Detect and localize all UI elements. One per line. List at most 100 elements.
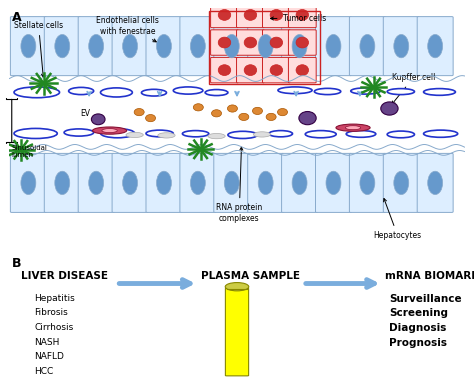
FancyBboxPatch shape bbox=[237, 2, 264, 27]
Ellipse shape bbox=[269, 130, 292, 137]
Ellipse shape bbox=[296, 37, 309, 48]
Text: HCC: HCC bbox=[35, 367, 54, 376]
FancyBboxPatch shape bbox=[210, 2, 238, 27]
Ellipse shape bbox=[360, 34, 375, 58]
Ellipse shape bbox=[387, 89, 414, 94]
Ellipse shape bbox=[134, 108, 144, 116]
Text: Cirrhosis: Cirrhosis bbox=[35, 323, 74, 332]
Text: Stellate cells: Stellate cells bbox=[14, 21, 63, 77]
Ellipse shape bbox=[228, 131, 257, 139]
Ellipse shape bbox=[296, 65, 309, 75]
Ellipse shape bbox=[277, 108, 288, 116]
FancyBboxPatch shape bbox=[10, 153, 46, 212]
Ellipse shape bbox=[205, 89, 228, 96]
Ellipse shape bbox=[278, 87, 312, 94]
Ellipse shape bbox=[191, 171, 205, 195]
FancyBboxPatch shape bbox=[288, 57, 316, 83]
Ellipse shape bbox=[141, 89, 166, 96]
Ellipse shape bbox=[55, 34, 70, 58]
FancyBboxPatch shape bbox=[263, 2, 290, 27]
Text: Prognosis: Prognosis bbox=[390, 338, 447, 348]
FancyBboxPatch shape bbox=[10, 17, 46, 75]
Text: RNA protein
complexes: RNA protein complexes bbox=[216, 147, 263, 223]
Ellipse shape bbox=[182, 130, 209, 137]
Ellipse shape bbox=[191, 34, 205, 58]
Text: Endothelial cells
with fenestrae: Endothelial cells with fenestrae bbox=[96, 16, 159, 42]
Ellipse shape bbox=[91, 114, 105, 125]
Ellipse shape bbox=[89, 34, 104, 58]
FancyBboxPatch shape bbox=[146, 17, 182, 75]
Ellipse shape bbox=[89, 171, 104, 195]
Ellipse shape bbox=[173, 87, 203, 94]
Ellipse shape bbox=[69, 87, 94, 94]
Ellipse shape bbox=[424, 89, 456, 95]
Text: Surveillance: Surveillance bbox=[390, 294, 462, 304]
Text: Fibrosis: Fibrosis bbox=[35, 308, 68, 317]
Ellipse shape bbox=[146, 115, 155, 122]
Ellipse shape bbox=[100, 88, 132, 97]
Ellipse shape bbox=[428, 171, 443, 195]
FancyBboxPatch shape bbox=[112, 153, 148, 212]
Ellipse shape bbox=[387, 131, 414, 138]
FancyBboxPatch shape bbox=[78, 17, 114, 75]
Text: EV: EV bbox=[80, 109, 90, 118]
FancyBboxPatch shape bbox=[237, 57, 264, 83]
Ellipse shape bbox=[126, 132, 143, 137]
Ellipse shape bbox=[156, 171, 172, 195]
Text: B: B bbox=[12, 257, 21, 271]
Ellipse shape bbox=[266, 113, 276, 120]
Ellipse shape bbox=[292, 34, 307, 58]
Ellipse shape bbox=[244, 10, 257, 21]
Ellipse shape bbox=[228, 105, 237, 112]
FancyBboxPatch shape bbox=[248, 153, 283, 212]
Ellipse shape bbox=[41, 81, 46, 85]
Ellipse shape bbox=[270, 10, 283, 21]
Text: NASH: NASH bbox=[35, 338, 60, 347]
Ellipse shape bbox=[224, 171, 239, 195]
Ellipse shape bbox=[336, 124, 370, 131]
FancyBboxPatch shape bbox=[417, 17, 453, 75]
Text: Diagnosis: Diagnosis bbox=[390, 323, 447, 333]
Ellipse shape bbox=[270, 37, 283, 48]
Ellipse shape bbox=[428, 34, 443, 58]
Ellipse shape bbox=[14, 87, 60, 98]
Text: A: A bbox=[12, 11, 21, 24]
Ellipse shape bbox=[156, 34, 172, 58]
Ellipse shape bbox=[394, 171, 409, 195]
Ellipse shape bbox=[258, 171, 273, 195]
FancyBboxPatch shape bbox=[263, 30, 290, 55]
Ellipse shape bbox=[64, 129, 94, 136]
Ellipse shape bbox=[314, 88, 341, 94]
Text: Kupffer cell: Kupffer cell bbox=[392, 73, 435, 104]
FancyBboxPatch shape bbox=[237, 30, 264, 55]
Ellipse shape bbox=[218, 65, 231, 75]
Ellipse shape bbox=[424, 130, 458, 137]
Ellipse shape bbox=[258, 34, 273, 58]
Ellipse shape bbox=[21, 171, 36, 195]
FancyBboxPatch shape bbox=[349, 17, 385, 75]
FancyBboxPatch shape bbox=[226, 288, 248, 376]
FancyBboxPatch shape bbox=[316, 17, 351, 75]
Ellipse shape bbox=[218, 10, 231, 21]
Ellipse shape bbox=[292, 171, 307, 195]
Ellipse shape bbox=[326, 34, 341, 58]
FancyBboxPatch shape bbox=[112, 17, 148, 75]
Text: NAFLD: NAFLD bbox=[35, 353, 64, 361]
Ellipse shape bbox=[270, 65, 283, 75]
Ellipse shape bbox=[351, 88, 380, 94]
FancyBboxPatch shape bbox=[146, 153, 182, 212]
Text: mRNA BIOMARKERS: mRNA BIOMARKERS bbox=[385, 271, 474, 281]
FancyBboxPatch shape bbox=[263, 57, 290, 83]
Ellipse shape bbox=[123, 171, 137, 195]
FancyBboxPatch shape bbox=[316, 153, 351, 212]
Ellipse shape bbox=[102, 128, 117, 133]
FancyBboxPatch shape bbox=[214, 153, 250, 212]
Ellipse shape bbox=[326, 171, 341, 195]
Ellipse shape bbox=[296, 10, 309, 21]
Ellipse shape bbox=[305, 130, 336, 138]
Ellipse shape bbox=[21, 34, 36, 58]
Ellipse shape bbox=[299, 111, 316, 125]
FancyBboxPatch shape bbox=[282, 153, 318, 212]
Ellipse shape bbox=[394, 34, 409, 58]
FancyBboxPatch shape bbox=[248, 17, 283, 75]
